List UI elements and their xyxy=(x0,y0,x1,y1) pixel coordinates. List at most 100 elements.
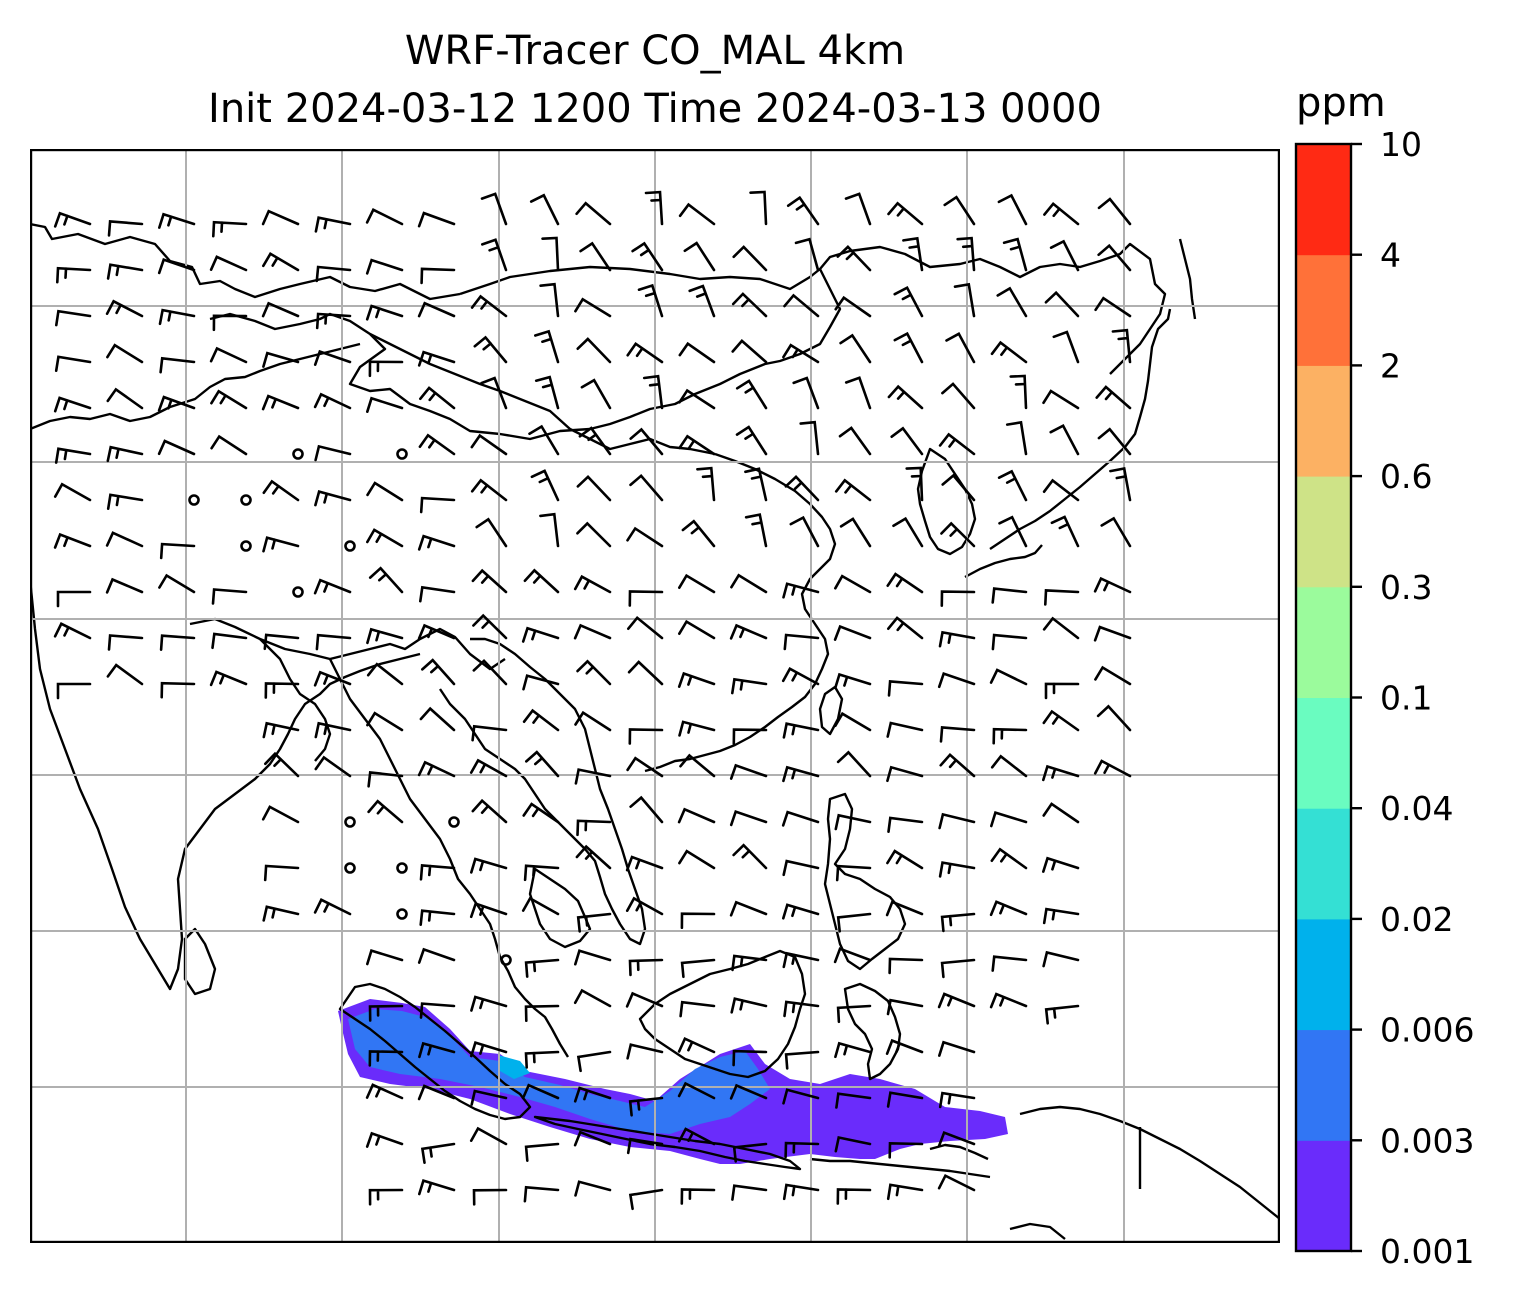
coastline-timor xyxy=(929,1143,989,1161)
wind-barb xyxy=(262,479,300,502)
wind-barb xyxy=(480,192,508,226)
wind-barb xyxy=(159,356,196,374)
wind-barb xyxy=(574,768,612,785)
border-china-central xyxy=(369,332,716,456)
coastline-japan xyxy=(989,308,1172,550)
wind-barb xyxy=(886,572,924,594)
wind-barb xyxy=(261,394,300,411)
wind-barb xyxy=(990,810,1028,828)
wind-barb xyxy=(1005,420,1028,456)
wind-barb-calm xyxy=(188,494,200,506)
wind-barb xyxy=(212,220,248,238)
wind-barb xyxy=(418,1041,456,1059)
wind-barb xyxy=(417,947,456,964)
wind-barb xyxy=(263,864,300,882)
wind-barb xyxy=(106,445,144,463)
wind-barb xyxy=(417,1084,456,1101)
wind-barb xyxy=(366,396,404,413)
wind-barb xyxy=(628,958,664,977)
border-russia-north xyxy=(459,265,821,296)
wind-barb xyxy=(576,1050,612,1073)
wind-barb xyxy=(782,859,820,877)
wind-barb xyxy=(794,237,820,272)
coastline-india xyxy=(30,578,421,991)
wind-barb xyxy=(1009,374,1028,410)
wind-barb xyxy=(534,375,560,410)
wind-barb xyxy=(834,574,872,594)
wind-barb xyxy=(836,1188,872,1205)
wind-barb xyxy=(367,770,404,788)
map-panel xyxy=(30,149,1280,1243)
wind-barb xyxy=(521,896,560,916)
wind-barb xyxy=(417,623,456,640)
wind-barb xyxy=(56,266,92,284)
wind-barb xyxy=(53,482,92,502)
wind-barb xyxy=(945,332,976,364)
colorbar: 0.001 0.003 0.006 0.02 0.04 0.1 0.3 0.6 2 4 10 xyxy=(1294,130,1474,1270)
co-tracer-plume xyxy=(338,999,1008,1164)
wind-barb xyxy=(472,613,508,640)
wind-barb xyxy=(629,795,664,824)
wind-barb xyxy=(367,799,404,824)
wind-barb xyxy=(576,659,612,686)
wind-barb xyxy=(419,863,456,881)
wind-barb xyxy=(677,807,716,824)
wind-barb xyxy=(887,816,924,833)
wind-barb xyxy=(886,765,924,783)
wind-barb xyxy=(524,958,560,978)
wind-barb xyxy=(524,1050,560,1069)
colorbar-tick-label: 10 xyxy=(1380,130,1422,164)
wind-barb xyxy=(677,1081,716,1100)
wind-barb xyxy=(315,265,352,283)
wind-barb xyxy=(886,721,924,738)
wind-barb xyxy=(1096,704,1132,732)
wind-barb xyxy=(471,798,508,824)
wind-barb xyxy=(261,209,300,226)
wind-barb xyxy=(53,396,92,413)
wind-barb xyxy=(732,1142,768,1163)
colorbar-segment xyxy=(1296,918,1351,1031)
wind-barb xyxy=(522,802,560,824)
wind-barb xyxy=(263,633,300,651)
wind-barb xyxy=(629,427,664,456)
wind-barb xyxy=(939,725,976,743)
wind-barb xyxy=(1042,478,1080,502)
wind-barb xyxy=(679,1000,716,1018)
wind-barb xyxy=(210,434,248,456)
wind-barb xyxy=(55,309,92,327)
wind-barb xyxy=(732,1049,768,1067)
wind-barb xyxy=(678,720,716,737)
wind-barb xyxy=(996,286,1028,318)
wind-barb xyxy=(678,619,716,640)
border-central-asia xyxy=(30,342,361,431)
wind-barb xyxy=(631,241,664,272)
wind-barb xyxy=(106,387,144,410)
border-mongolia-china xyxy=(209,242,1167,441)
wind-barb xyxy=(1111,328,1132,364)
wind-barb xyxy=(644,190,664,226)
wind-barb xyxy=(625,855,664,872)
wind-barb xyxy=(730,573,768,594)
wind-barb xyxy=(419,909,456,926)
wind-barb-calm xyxy=(396,908,408,920)
wind-barb xyxy=(522,674,560,691)
wind-barb xyxy=(209,346,248,364)
wind-barb xyxy=(420,1142,456,1164)
wind-barb xyxy=(106,663,144,686)
wind-barb xyxy=(626,526,664,548)
colorbar-segment xyxy=(1296,365,1351,477)
wind-barb-calm xyxy=(396,862,408,874)
coastline-china-east xyxy=(644,452,837,773)
wind-barb xyxy=(834,672,872,690)
wind-barb xyxy=(786,195,820,226)
coastline-borneo xyxy=(638,949,807,1079)
wind-barbs xyxy=(53,190,1132,1211)
wind-barb xyxy=(262,905,300,922)
wind-barb xyxy=(365,304,404,321)
wind-barb xyxy=(833,947,872,964)
wind-barb xyxy=(158,573,196,594)
wind-barb xyxy=(157,439,196,456)
wind-barb xyxy=(470,478,508,502)
wind-barb xyxy=(731,954,768,972)
wind-barb xyxy=(732,843,768,870)
